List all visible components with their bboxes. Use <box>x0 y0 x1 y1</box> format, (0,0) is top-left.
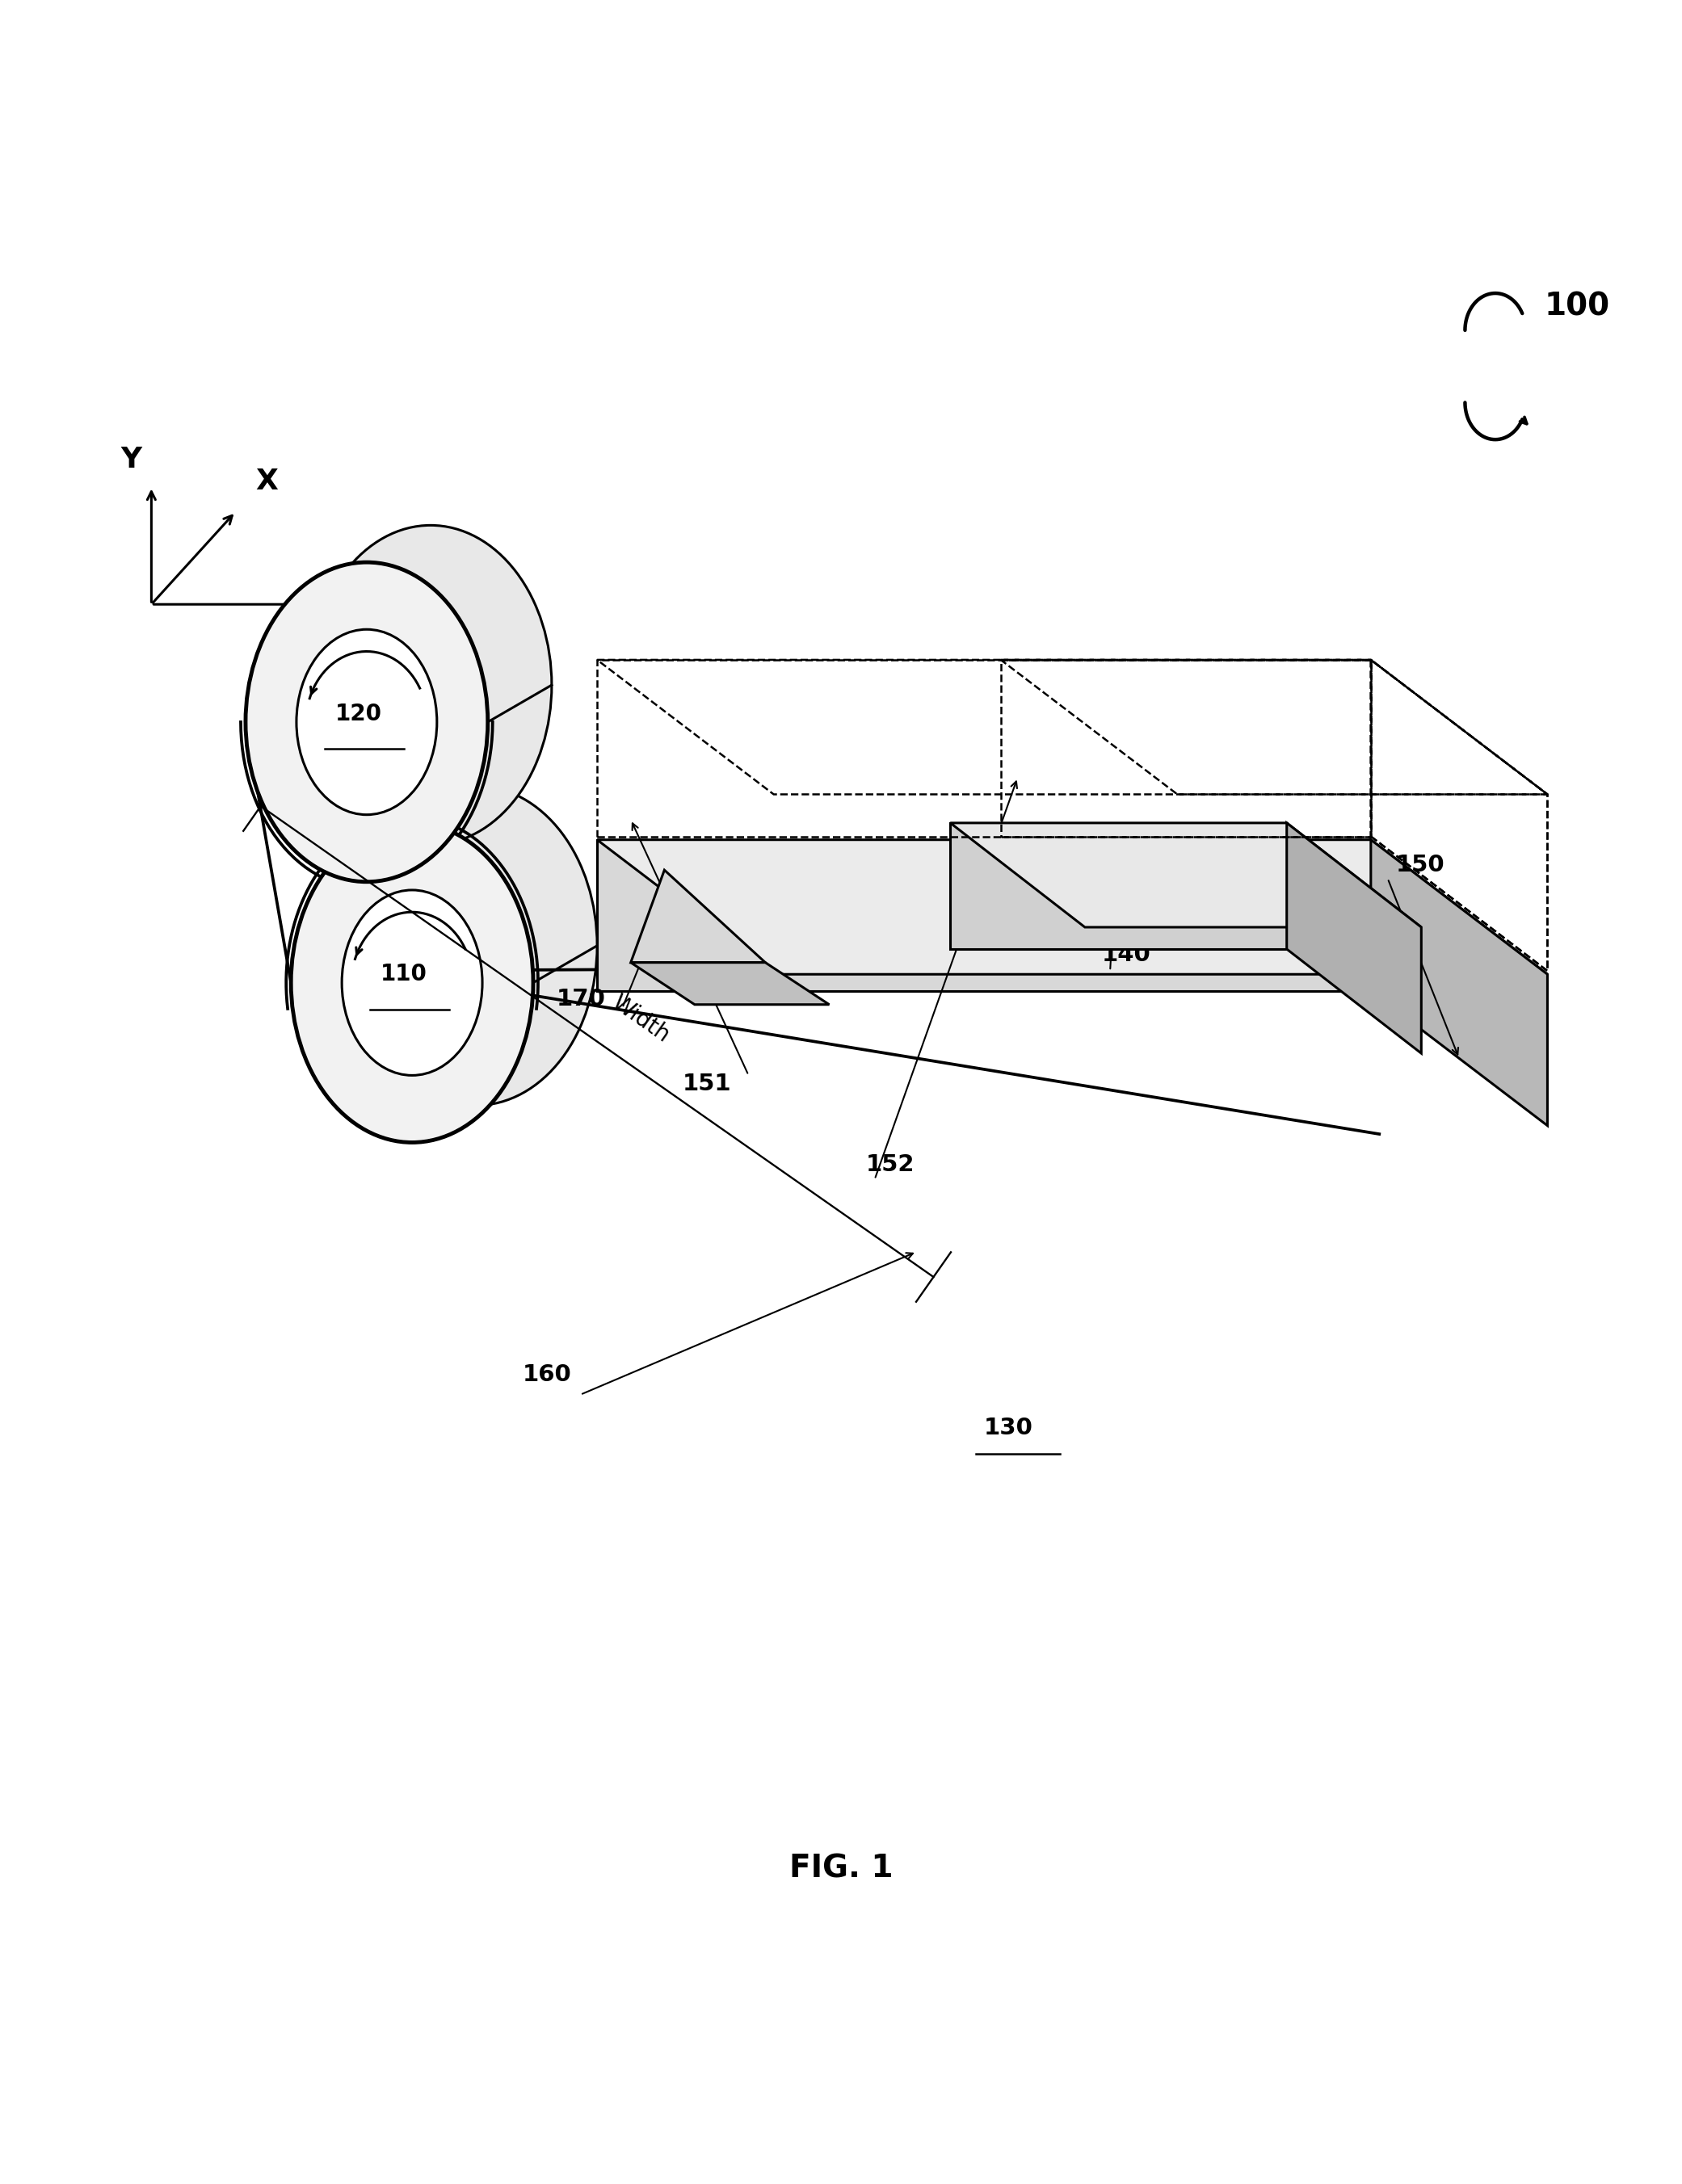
Polygon shape <box>631 963 829 1005</box>
Text: 152: 152 <box>866 1153 915 1175</box>
Text: 120: 120 <box>335 703 382 725</box>
Text: FIG. 1: FIG. 1 <box>789 1854 893 1885</box>
Polygon shape <box>950 823 1421 928</box>
Ellipse shape <box>246 561 488 882</box>
Text: Y: Y <box>121 446 141 474</box>
Text: 170: 170 <box>557 987 606 1011</box>
Ellipse shape <box>341 891 483 1075</box>
Polygon shape <box>950 823 1287 950</box>
Text: Z: Z <box>323 590 345 618</box>
Text: 140: 140 <box>1102 943 1150 965</box>
Text: Width: Width <box>607 992 674 1046</box>
Polygon shape <box>1371 841 1547 1125</box>
Ellipse shape <box>309 526 552 845</box>
Text: 151: 151 <box>683 1072 732 1094</box>
Text: 100: 100 <box>1544 290 1610 321</box>
Polygon shape <box>631 869 765 963</box>
Ellipse shape <box>296 629 437 815</box>
Text: X: X <box>256 467 278 496</box>
Text: 130: 130 <box>984 1417 1033 1439</box>
Text: 150: 150 <box>1396 854 1445 876</box>
Polygon shape <box>597 841 1371 992</box>
Polygon shape <box>597 841 1547 974</box>
Polygon shape <box>1287 823 1421 1053</box>
Text: 160: 160 <box>521 1363 572 1387</box>
Ellipse shape <box>291 823 533 1142</box>
Ellipse shape <box>355 786 597 1105</box>
Text: 110: 110 <box>380 963 427 985</box>
